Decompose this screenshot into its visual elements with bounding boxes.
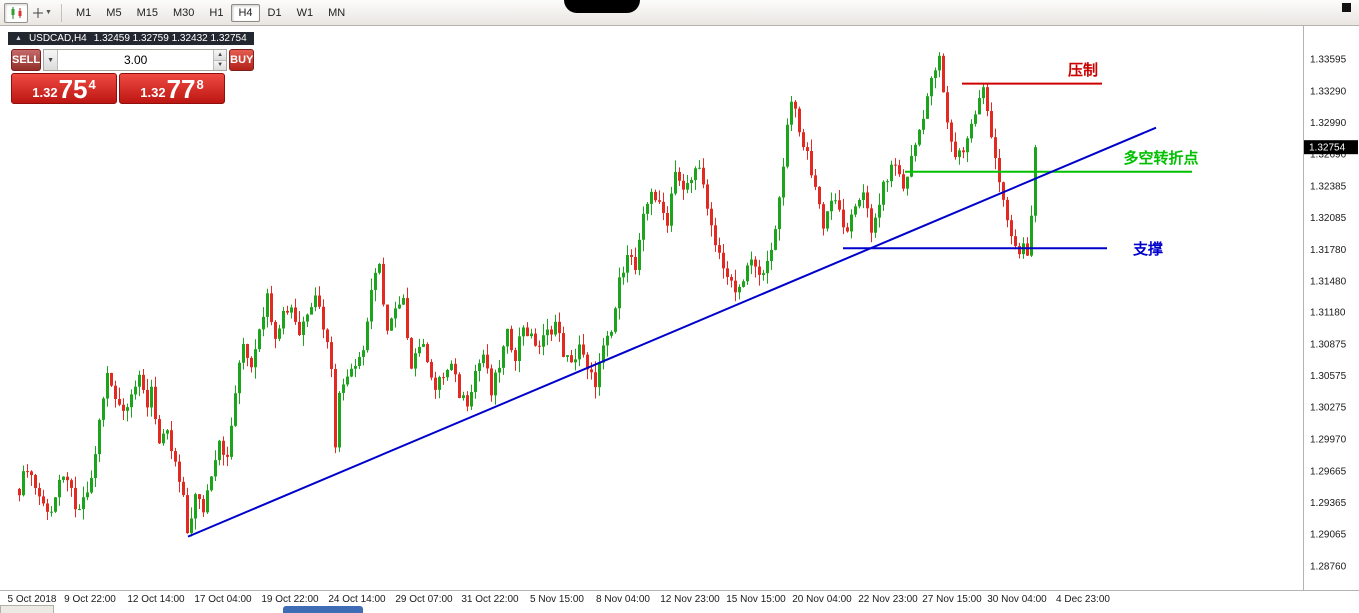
trade-buttons-row: SELL ▼ ▲ ▼ BUY: [11, 49, 255, 71]
buy-price-panel[interactable]: 1.32 77 8: [119, 73, 225, 104]
timeframe-mn[interactable]: MN: [321, 4, 352, 22]
price-tick-label: 1.31780: [1310, 245, 1347, 256]
price-tick-label: 1.30575: [1310, 371, 1347, 382]
crosshair-button[interactable]: ▼: [30, 3, 54, 23]
price-tick-label: 1.29665: [1310, 467, 1347, 478]
time-tick-label: 24 Oct 14:00: [328, 594, 386, 605]
time-tick-label: 5 Nov 15:00: [530, 594, 584, 605]
volume-field-group: ▼ ▲ ▼: [43, 49, 228, 71]
trade-prices-row: 1.32 75 4 1.32 77 8: [11, 73, 225, 104]
symbol-direction-icon: ▲: [15, 35, 22, 42]
price-tick-label: 1.31180: [1310, 308, 1346, 319]
timeframe-h1[interactable]: H1: [202, 4, 230, 22]
timeframe-h4[interactable]: H4: [231, 3, 260, 22]
price-tick-label: 1.29065: [1310, 530, 1347, 541]
price-tick-label: 1.32085: [1310, 213, 1347, 224]
price-tick-label: 1.30275: [1310, 403, 1347, 414]
price-tick-label: 1.32385: [1310, 181, 1347, 192]
current-price-text: 1.32754: [1309, 143, 1346, 154]
time-tick-label: 8 Nov 04:00: [596, 594, 650, 605]
price-tick-label: 1.33290: [1310, 86, 1347, 97]
window-control-square[interactable]: [1342, 3, 1351, 12]
time-tick-label: 29 Oct 07:00: [395, 594, 453, 605]
timeframe-m5[interactable]: M5: [99, 4, 128, 22]
current-price-marker: 1.32754: [1304, 140, 1358, 155]
price-tick-label: 1.31480: [1310, 276, 1347, 287]
buy-price-pips: 77: [166, 74, 196, 104]
price-tick-label: 1.32990: [1310, 118, 1347, 129]
toolbar-separator: [61, 3, 62, 22]
chart-type-button[interactable]: [4, 2, 28, 23]
taskbar-tab[interactable]: [0, 605, 54, 613]
volume-decrease-button[interactable]: ▼: [214, 59, 227, 70]
buy-price-point: 8: [196, 77, 204, 92]
volume-stepper: ▲ ▼: [213, 50, 227, 70]
price-tick-label: 1.33595: [1310, 55, 1347, 66]
timeframe-toolbar: M1 M5 M15 M30 H1 H4 D1 W1 MN: [69, 3, 352, 22]
sell-price-point: 4: [88, 77, 96, 92]
time-axis: 5 Oct 2018 9 Oct 22:00 12 Oct 14:00 17 Oct …: [8, 594, 1111, 605]
sell-price-figure: 1.32: [32, 85, 58, 100]
volume-increase-button[interactable]: ▲: [214, 50, 227, 60]
price-tick-label: 1.32690: [1310, 149, 1347, 160]
time-tick-label: 19 Oct 22:00: [261, 594, 319, 605]
price-tick-label: 1.28760: [1310, 562, 1347, 573]
volume-dropdown-button[interactable]: ▼: [44, 50, 59, 70]
time-tick-label: 20 Nov 04:00: [792, 594, 852, 605]
screen-overlay-notch: [564, 0, 640, 13]
timeframe-m1[interactable]: M1: [69, 4, 98, 22]
sell-price-pips: 75: [58, 74, 88, 104]
time-tick-label: 27 Nov 15:00: [922, 594, 982, 605]
time-tick-label: 12 Nov 23:00: [660, 594, 720, 605]
volume-input[interactable]: [58, 50, 214, 70]
ohlc-values: 1.32459 1.32759 1.32432 1.32754: [93, 33, 247, 44]
time-tick-label: 22 Nov 23:00: [858, 594, 918, 605]
time-tick-label: 15 Nov 15:00: [726, 594, 786, 605]
sell-button[interactable]: SELL: [11, 49, 42, 71]
sell-price-panel[interactable]: 1.32 75 4: [11, 73, 117, 104]
chart-area[interactable]: [0, 26, 1303, 590]
chevron-down-icon: ▼: [45, 9, 52, 16]
price-tick-label: 1.29970: [1310, 435, 1347, 446]
candlestick-chart-icon: [11, 6, 21, 19]
timeframe-m15[interactable]: M15: [130, 4, 165, 22]
timeframe-d1[interactable]: D1: [261, 4, 289, 22]
time-tick-label: 17 Oct 04:00: [194, 594, 252, 605]
timeframe-w1[interactable]: W1: [290, 4, 321, 22]
time-tick-label: 5 Oct 2018: [8, 594, 57, 605]
time-tick-label: 12 Oct 14:00: [127, 594, 185, 605]
taskbar-highlight[interactable]: [283, 606, 363, 613]
time-tick-label: 30 Nov 04:00: [987, 594, 1047, 605]
symbol-title: USDCAD,H4: [28, 33, 87, 44]
chart-ohlc-readout: ▲ USDCAD,H4 1.32459 1.32759 1.32432 1.32…: [8, 32, 254, 45]
time-tick-label: 4 Dec 23:00: [1056, 594, 1110, 605]
toolbar: ▼ M1 M5 M15 M30 H1 H4 D1 W1 MN: [0, 0, 1359, 26]
crosshair-icon: [33, 7, 44, 18]
price-tick-label: 1.29365: [1310, 498, 1347, 509]
time-tick-label: 9 Oct 22:00: [64, 594, 116, 605]
price-tick-label: 1.30875: [1310, 340, 1347, 351]
price-axis: 1.33595 1.33290 1.32990 1.32690 1.32385 1.320…: [1310, 55, 1347, 573]
timeframe-m30[interactable]: M30: [166, 4, 201, 22]
time-tick-label: 31 Oct 22:00: [461, 594, 519, 605]
buy-button[interactable]: BUY: [229, 49, 255, 71]
buy-price-figure: 1.32: [140, 85, 166, 100]
current-price-badge: [1304, 140, 1358, 155]
one-click-trading-panel: SELL ▼ ▲ ▼ BUY 1.32 75 4 1.32 77 8: [11, 49, 255, 104]
